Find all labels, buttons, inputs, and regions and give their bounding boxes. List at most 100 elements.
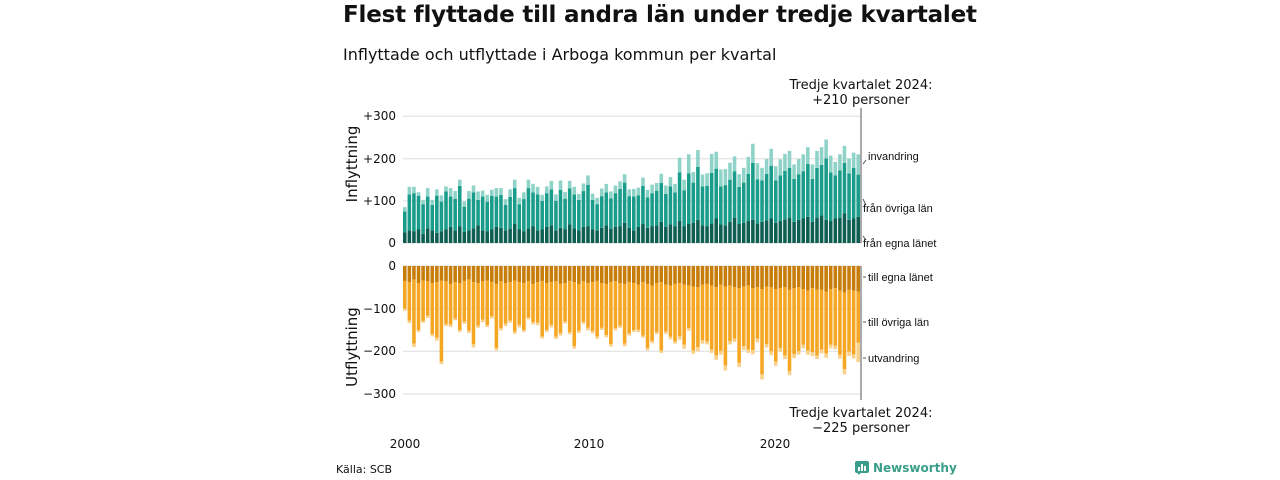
bar-segment-till-övriga-län — [700, 284, 705, 341]
bar-segment-utvandring — [719, 350, 723, 355]
bar-segment-från-övriga-län — [792, 178, 796, 222]
bar-segment-till-övriga-län — [705, 283, 709, 342]
bar-segment-utvandring — [833, 345, 838, 350]
bar-segment-till-egna-länet — [824, 266, 828, 292]
bar-segment-till-övriga-län — [755, 287, 760, 339]
bar-segment-från-egna-länet — [787, 217, 792, 243]
bar-segment-till-egna-länet — [622, 266, 627, 284]
bar-segment-till-egna-länet — [522, 266, 526, 284]
bar-segment-utvandring — [444, 324, 448, 327]
bar-segment-utvandring — [773, 361, 778, 366]
bar-segment-utvandring — [677, 336, 682, 340]
bar-segment-utvandring — [838, 354, 842, 359]
bar-segment-invandring — [659, 173, 664, 184]
bar-segment-invandring — [508, 189, 512, 197]
bar-segment-från-övriga-län — [540, 200, 544, 230]
bar-segment-från-egna-länet — [691, 222, 696, 243]
bar-segment-utvandring — [595, 336, 599, 339]
bar-segment-till-övriga-län — [778, 288, 783, 348]
bar-segment-utvandring — [430, 334, 435, 337]
brand-logo[interactable]: Newsworthy — [855, 461, 957, 475]
bar-segment-till-egna-länet — [773, 266, 778, 290]
bar-segment-från-övriga-län — [641, 185, 645, 224]
bar-segment-invandring — [522, 192, 526, 200]
bar-segment-till-egna-länet — [723, 266, 728, 287]
bar-segment-invandring — [650, 184, 654, 194]
bar-segment-till-egna-länet — [842, 266, 847, 293]
bar-segment-till-övriga-län — [485, 280, 490, 326]
bar-segment-till-egna-länet — [535, 266, 540, 283]
bar-segment-från-egna-länet — [645, 227, 650, 243]
bar-segment-till-egna-länet — [531, 266, 535, 284]
bar-segment-invandring — [719, 169, 723, 187]
bar-segment-invandring — [462, 201, 467, 207]
bar-segment-invandring — [636, 187, 641, 196]
bar-segment-från-egna-länet — [590, 229, 595, 243]
bar-segment-från-övriga-län — [403, 211, 407, 233]
bar-segment-till-övriga-län — [517, 282, 522, 325]
bar-segment-från-övriga-län — [787, 167, 792, 218]
bar-segment-invandring — [425, 188, 430, 197]
bar-segment-utvandring — [403, 308, 407, 311]
bar-segment-invandring — [833, 161, 838, 176]
bar-segment-från-övriga-län — [714, 168, 719, 219]
bar-segment-till-egna-länet — [705, 266, 709, 284]
series-leader-line — [862, 159, 867, 165]
bar-segment-till-egna-länet — [485, 266, 490, 281]
bar-segment-till-övriga-län — [641, 282, 645, 336]
bar-segment-utvandring — [641, 335, 645, 338]
bar-segment-från-övriga-län — [407, 194, 412, 231]
bar-segment-från-övriga-län — [673, 192, 677, 227]
bar-segment-från-egna-länet — [783, 219, 787, 243]
bar-segment-till-egna-länet — [654, 266, 659, 284]
bar-segment-från-egna-länet — [627, 227, 631, 243]
bar-segment-till-egna-länet — [586, 266, 590, 284]
bar-segment-till-övriga-län — [439, 280, 444, 362]
bar-segment-till-egna-länet — [471, 266, 476, 283]
bar-segment-till-egna-länet — [783, 266, 787, 288]
bar-segment-från-övriga-län — [595, 204, 599, 231]
bar-segment-från-övriga-län — [705, 185, 709, 227]
series-label-fran-egna-lanet: från egna länet — [863, 238, 936, 250]
bar-segment-från-övriga-län — [728, 179, 732, 222]
bar-segment-från-egna-länet — [448, 226, 453, 243]
bar-segment-invandring — [444, 186, 448, 192]
bar-segment-invandring — [535, 186, 540, 195]
bar-segment-invandring — [705, 173, 709, 186]
bar-segment-invandring — [471, 185, 476, 193]
bar-segment-från-övriga-län — [691, 182, 696, 223]
bar-segment-utvandring — [535, 322, 540, 326]
bar-segment-från-övriga-län — [471, 192, 476, 229]
bar-segment-utvandring — [682, 344, 686, 349]
bar-segment-till-övriga-län — [719, 284, 723, 351]
bar-segment-till-övriga-län — [480, 281, 485, 320]
bar-segment-till-egna-länet — [558, 266, 563, 284]
bar-segment-utvandring — [842, 369, 847, 375]
bar-segment-från-övriga-län — [421, 204, 425, 234]
bar-segment-från-egna-länet — [696, 219, 700, 243]
bar-segment-från-egna-länet — [494, 226, 499, 243]
bar-segment-till-egna-länet — [833, 266, 838, 289]
bar-segment-invandring — [609, 191, 613, 199]
bar-segment-till-egna-länet — [632, 266, 636, 284]
bar-segment-till-övriga-län — [769, 287, 773, 352]
bar-segment-till-egna-länet — [746, 266, 751, 286]
bar-segment-från-övriga-län — [819, 164, 824, 216]
bar-segment-från-övriga-län — [833, 175, 838, 219]
bar-segment-utvandring — [508, 320, 512, 323]
bar-segment-invandring — [476, 191, 480, 200]
bar-segment-från-egna-länet — [719, 224, 723, 243]
bar-segment-invandring — [403, 207, 407, 212]
bar-segment-från-egna-länet — [709, 223, 714, 243]
bar-segment-utvandring — [636, 329, 641, 333]
bar-segment-till-egna-länet — [673, 266, 677, 284]
bar-segment-till-egna-länet — [636, 266, 641, 285]
bar-segment-invandring — [732, 156, 737, 172]
bar-segment-till-egna-länet — [709, 266, 714, 286]
bar-segment-från-övriga-län — [572, 194, 577, 229]
bar-segment-från-egna-länet — [499, 227, 503, 243]
outflow-bars — [403, 266, 860, 380]
bar-segment-invandring — [696, 150, 700, 167]
bar-segment-från-egna-länet — [558, 227, 563, 243]
bar-segment-från-egna-länet — [554, 230, 558, 243]
